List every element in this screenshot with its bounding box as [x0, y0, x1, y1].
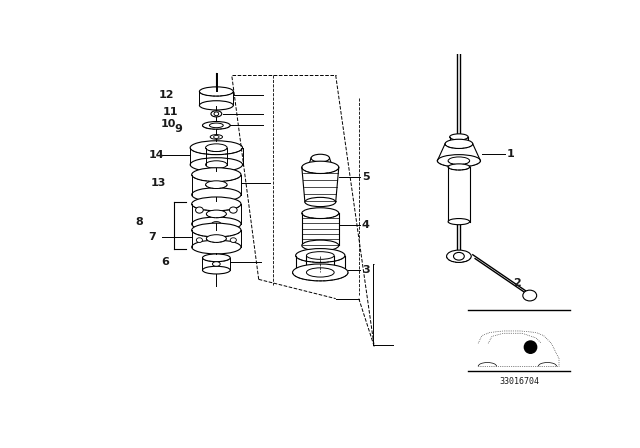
Ellipse shape — [196, 238, 202, 242]
Ellipse shape — [190, 141, 243, 155]
Ellipse shape — [437, 155, 481, 167]
Ellipse shape — [211, 111, 221, 117]
Ellipse shape — [447, 250, 471, 263]
Text: 11: 11 — [163, 107, 178, 117]
Ellipse shape — [302, 161, 339, 173]
Ellipse shape — [302, 208, 339, 219]
Ellipse shape — [192, 217, 241, 231]
Ellipse shape — [190, 158, 243, 172]
Ellipse shape — [192, 197, 241, 211]
Ellipse shape — [305, 198, 336, 207]
Text: 7: 7 — [148, 232, 156, 242]
Ellipse shape — [200, 101, 234, 110]
Ellipse shape — [205, 161, 227, 168]
Ellipse shape — [302, 240, 339, 251]
Ellipse shape — [214, 135, 219, 138]
Ellipse shape — [214, 112, 219, 116]
Text: 12: 12 — [159, 90, 174, 100]
Text: 2: 2 — [513, 278, 520, 288]
Text: 5: 5 — [362, 172, 369, 182]
Text: 8: 8 — [136, 217, 143, 228]
Ellipse shape — [192, 168, 241, 181]
Ellipse shape — [450, 140, 468, 146]
Text: 3: 3 — [362, 265, 369, 275]
Ellipse shape — [454, 252, 464, 260]
Ellipse shape — [202, 266, 230, 274]
Ellipse shape — [230, 238, 236, 242]
Ellipse shape — [448, 157, 470, 165]
Ellipse shape — [307, 252, 334, 259]
Ellipse shape — [205, 144, 227, 151]
Text: 33016704: 33016704 — [499, 377, 539, 386]
Ellipse shape — [206, 235, 227, 242]
Ellipse shape — [450, 134, 468, 140]
Ellipse shape — [192, 223, 241, 237]
Ellipse shape — [307, 268, 334, 277]
Circle shape — [524, 341, 537, 353]
Ellipse shape — [523, 290, 537, 301]
Ellipse shape — [448, 164, 470, 170]
Text: 10: 10 — [161, 119, 176, 129]
Ellipse shape — [210, 134, 223, 139]
Text: 4: 4 — [362, 220, 370, 230]
Text: 14: 14 — [148, 150, 164, 159]
Ellipse shape — [202, 121, 230, 129]
Ellipse shape — [212, 262, 220, 266]
Ellipse shape — [448, 219, 470, 225]
Ellipse shape — [205, 181, 227, 189]
Ellipse shape — [209, 123, 223, 128]
Ellipse shape — [230, 207, 237, 213]
Text: 6: 6 — [161, 258, 169, 267]
Ellipse shape — [311, 154, 330, 162]
Ellipse shape — [445, 139, 473, 148]
Ellipse shape — [196, 207, 204, 213]
Ellipse shape — [202, 254, 230, 262]
Text: 1: 1 — [507, 149, 515, 159]
Text: 13: 13 — [151, 178, 166, 188]
Text: 9: 9 — [174, 124, 182, 134]
Ellipse shape — [192, 188, 241, 202]
Ellipse shape — [192, 240, 241, 254]
Ellipse shape — [200, 87, 234, 96]
Ellipse shape — [292, 264, 348, 281]
Ellipse shape — [296, 249, 345, 263]
Ellipse shape — [206, 210, 227, 218]
